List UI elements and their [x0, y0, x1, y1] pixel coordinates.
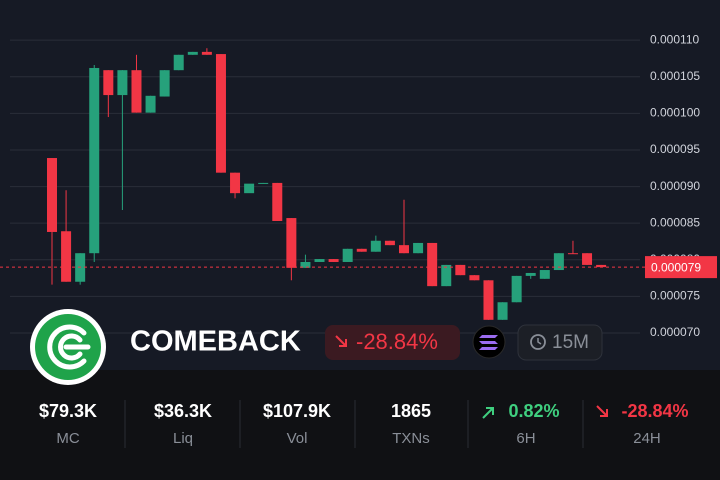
candle-body: [89, 67, 100, 254]
stat-label: Vol: [287, 430, 308, 447]
candle-body: [525, 272, 536, 276]
stats-bg: [0, 370, 720, 480]
clock-icon: [530, 334, 546, 350]
y-tick-label: 0.000100: [650, 106, 700, 120]
last-price-tag: [645, 256, 717, 279]
candle-body: [413, 242, 424, 254]
stat-label: 6H: [516, 430, 535, 447]
candle-body: [103, 70, 114, 96]
chart: 0.0000700.0000750.0000800.0000850.000090…: [0, 32, 717, 339]
candle-body: [47, 158, 57, 232]
stat-value: 0.82%: [508, 401, 559, 421]
chain-glyph: [479, 335, 498, 350]
candle-body: [117, 70, 128, 96]
y-tick-label: 0.000105: [650, 69, 700, 83]
candle-body: [272, 182, 283, 221]
candle-body: [370, 240, 381, 252]
candle-body: [145, 95, 156, 113]
candle-body: [286, 218, 297, 268]
change: -28.84%: [356, 329, 438, 354]
candle-body: [441, 264, 452, 287]
clock-hands: [537, 338, 542, 345]
candle-body: [483, 280, 494, 320]
candle-body: [201, 51, 212, 55]
stat-value: $107.9K: [263, 401, 331, 421]
candle-body: [131, 70, 142, 113]
candle-body: [328, 259, 339, 262]
y-tick-label: 0.000090: [650, 179, 700, 193]
candle-body: [553, 253, 564, 271]
y-tick-label: 0.000070: [650, 325, 700, 339]
stats: $79.3K MC $36.3K Liq $107.9K Vol 1865 TXNs 0.82%…: [39, 401, 689, 447]
candle-body: [314, 259, 325, 262]
candle-body: [356, 248, 367, 252]
candle-body: [187, 51, 198, 55]
candle-body: [173, 54, 184, 71]
down-arrow: [335, 335, 347, 347]
stat-value: $79.3K: [39, 401, 97, 421]
stat-label: Liq: [173, 430, 193, 447]
y-tick-label: 0.000075: [650, 289, 700, 303]
candle-body: [469, 275, 480, 281]
candle-body: [342, 248, 353, 262]
candle-body: [300, 261, 311, 268]
separators: [124, 400, 584, 448]
candle-body: [399, 245, 409, 254]
stat-value: $36.3K: [154, 401, 212, 421]
candle-body: [427, 242, 438, 287]
candle-body: [215, 54, 226, 173]
stat-label: TXNs: [392, 430, 430, 447]
last-price-label: 0.000079: [651, 260, 701, 274]
timeframe-pill[interactable]: [517, 324, 603, 361]
candle-body: [384, 240, 395, 246]
candle-body: [582, 253, 593, 265]
candle-body: [567, 253, 578, 255]
candle-body: [258, 182, 269, 184]
token-name: COMEBACK: [130, 326, 301, 358]
y-tick-label: 0.000095: [650, 142, 700, 156]
change-pill: [325, 325, 460, 360]
logo-icon: [47, 324, 91, 370]
timeframe: 15M: [552, 332, 589, 353]
candle-body: [244, 183, 255, 194]
stat-value: 1865: [391, 401, 431, 421]
candle-body: [230, 172, 241, 194]
candle-body: [511, 275, 522, 303]
candle-body: [159, 70, 170, 97]
stat-label: MC: [56, 430, 79, 447]
candle-body: [596, 264, 607, 268]
candle-body: [455, 264, 466, 276]
stat-value: -28.84%: [621, 401, 688, 421]
candle-body: [497, 302, 508, 320]
candle-body: [61, 231, 72, 282]
chart-bg: [0, 0, 720, 370]
y-tick-label: 0.000110: [650, 32, 699, 46]
down-arrow: [596, 405, 608, 417]
stat-label: 24H: [633, 430, 661, 447]
up-arrow: [482, 407, 494, 419]
candle-body: [539, 270, 550, 279]
y-tick-label: 0.000085: [650, 215, 700, 229]
